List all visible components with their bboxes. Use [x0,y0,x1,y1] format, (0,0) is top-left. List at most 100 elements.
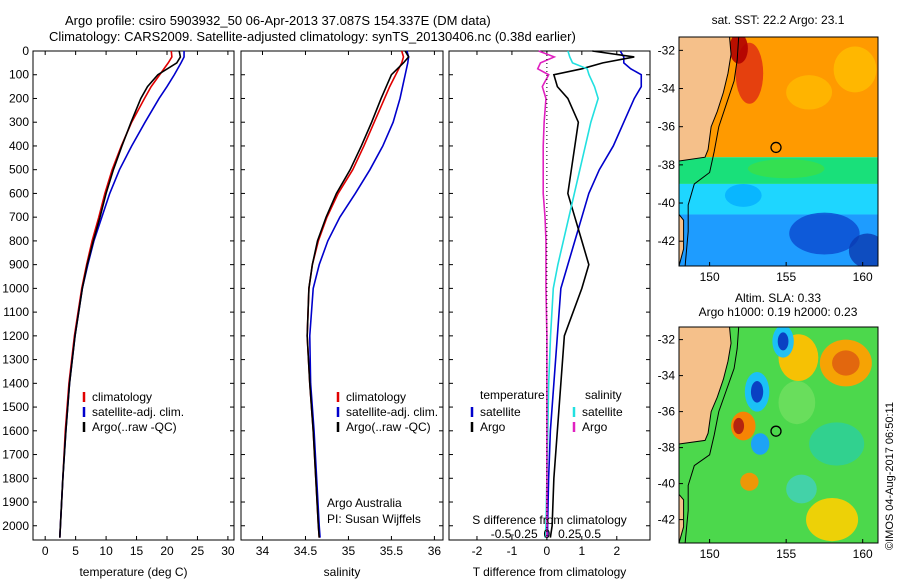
sst-map-ytick-label: -36 [658,120,676,134]
salinity-axes-frame [240,50,444,541]
difference-series-t-argo [549,50,635,538]
salinity-legend-label: Argo(..raw -QC) [346,420,431,434]
sst-cool-band [679,183,878,215]
sst-map-xtick-label: 155 [776,270,796,284]
depth-tick-label: 1500 [2,400,29,414]
salinity-legend-label: climatology [346,390,406,404]
difference-series-s-argo [536,50,557,538]
sst-map-title: sat. SST: 22.2 Argo: 23.1 [712,13,845,27]
sst-map-field [679,37,878,266]
sla-map-title-line1: Altim. SLA: 0.33 [735,291,821,305]
temperature-legend-label: Argo(..raw -QC) [92,420,177,434]
sla-low-core [777,332,789,351]
depth-tick-label: 200 [9,91,29,105]
depth-tick-label: 1000 [2,281,29,295]
sla-low-eddy [750,433,770,455]
salinity-xlabel: salinity [324,565,361,579]
difference-x2tick-label: 0 [544,527,551,541]
salinity-xtick-label: 34.5 [294,544,318,558]
sla-map-ytick-label: -40 [658,477,676,491]
difference-series-t-satellite [546,50,643,538]
figure-title-line1: Argo profile: csiro 5903932_50 06-Apr-20… [65,13,491,28]
depth-tick-label: 1400 [2,376,29,390]
sla-map-shelf-contour [684,327,740,543]
sst-map-land [679,37,732,162]
depth-tick-label: 1300 [2,353,29,367]
credit-group: Argo Australia [327,496,402,510]
sst-map-land-tasmania [679,213,685,266]
depth-tick-label: 1800 [2,471,29,485]
depth-tick-label: 900 [9,258,29,272]
difference-x2tick-label: 0.5 [584,527,601,541]
sla-mid-patch [809,422,865,466]
temperature-xtick-label: 15 [130,544,144,558]
temperature-xtick-label: 30 [221,544,235,558]
sla-high-patch [740,472,759,491]
depth-tick-label: 1700 [2,448,29,462]
sst-map-axes-frame [678,36,879,267]
sla-map-xtick-label: 150 [700,547,720,561]
depth-tick-label: 400 [9,139,29,153]
depth-tick-label: 300 [9,115,29,129]
salinity-xtick-label: 35 [342,544,356,558]
credit-pi: PI: Susan Wijffels [327,512,421,526]
sla-map-ytick-label: -36 [658,405,676,419]
sst-map-profile-marker [770,141,782,154]
sla-map-title-line2: Argo h1000: 0.19 h2000: 0.23 [699,305,858,319]
sla-map-land [679,327,732,445]
salinity-xtick-label: 34 [256,544,270,558]
sst-warm-patch [786,75,833,110]
sst-hot-core [729,37,748,64]
difference-temperature-legend-label: Argo [480,420,506,434]
difference-salinity-legend-label: satellite [582,405,623,419]
salinity-xtick-label: 36 [428,544,442,558]
sla-map-xtick-label: 155 [776,547,796,561]
sst-map-ytick-label: -42 [658,234,676,248]
sst-map-shelf-contour [684,37,740,266]
temperature-xtick-label: 5 [72,544,79,558]
difference-salinity-legend-label: Argo [582,420,608,434]
difference-x2label: S difference from climatology [472,513,627,527]
sst-map-ytick-label: -32 [658,43,676,57]
sst-warm-patch [833,46,877,93]
sla-high-patch [806,497,859,542]
difference-x2tick-label: 0.25 [558,527,582,541]
sst-cold-patch [848,233,878,266]
sla-map-ytick-label: -38 [658,441,676,455]
sst-map-xtick-label: 160 [853,270,873,284]
difference-legend-title-temperature: temperature [480,388,545,402]
temperature-series-argo [59,50,182,538]
difference-series-s-satellite [544,50,600,538]
sla-high-core [832,350,860,376]
depth-tick-label: 600 [9,186,29,200]
temperature-axes-frame [32,50,235,541]
depth-tick-label: 1600 [2,424,29,438]
sst-map-ytick-label: -34 [658,82,676,96]
temperature-xtick-label: 25 [191,544,205,558]
difference-xtick-label: -2 [472,544,483,558]
difference-xtick-label: 0 [544,544,551,558]
difference-xtick-label: -1 [507,544,518,558]
temperature-xtick-label: 0 [42,544,49,558]
depth-tick-label: 700 [9,210,29,224]
difference-temperature-legend-label: satellite [480,405,521,419]
difference-xtick-label: 2 [613,544,620,558]
sst-map-ytick-label: -38 [658,158,676,172]
temperature-xtick-label: 10 [99,544,113,558]
depth-tick-label: 1900 [2,495,29,509]
sla-mid-patch [786,474,817,504]
depth-tick-label: 800 [9,234,29,248]
sla-map-ytick-label: -42 [658,513,676,527]
difference-xtick-label: 1 [578,544,585,558]
difference-x2tick-label: -0.25 [510,527,538,541]
sla-low-core [750,381,764,403]
figure-title-line2: Climatology: CARS2009. Satellite-adjuste… [49,29,576,44]
sst-cold-patch [789,212,860,255]
temperature-legend-label: climatology [92,390,152,404]
sla-map-ytick-label: -34 [658,369,676,383]
sla-high-core [733,417,745,435]
sla-map-profile-marker [770,425,782,437]
difference-legend-title-salinity: salinity [585,388,622,402]
depth-tick-label: 0 [22,44,29,58]
